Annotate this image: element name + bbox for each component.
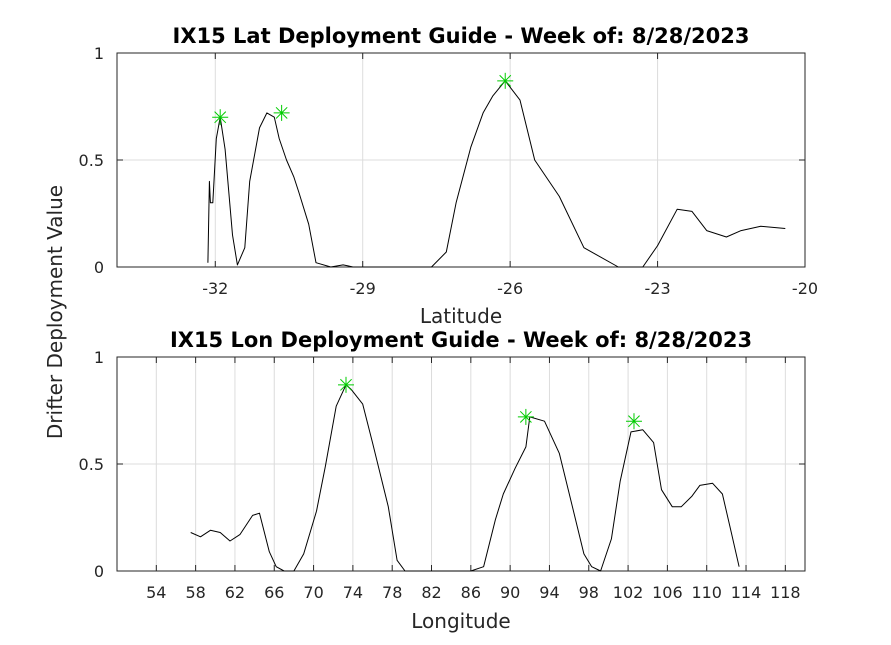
lon-subplot: IX15 Lon Deployment Guide - Week of: 8/2… (79, 328, 806, 633)
lat-chart-title: IX15 Lat Deployment Guide - Week of: 8/2… (173, 24, 750, 48)
lon-peaks (338, 376, 642, 430)
lon-x-tick-label: 90 (500, 583, 520, 602)
lat-peak-marker (497, 72, 514, 89)
lat-x-tick-label: -32 (202, 279, 228, 298)
lon-y-tick-label: 0.5 (79, 455, 104, 474)
lat-x-tick-label: -26 (497, 279, 523, 298)
lon-x-tick-label: 62 (225, 583, 245, 602)
lon-x-tick-label: 58 (185, 583, 205, 602)
lon-x-tick-label: 66 (264, 583, 284, 602)
shared-y-axis-label: Drifter Deployment Value (43, 185, 67, 439)
lon-x-tick-label: 82 (421, 583, 441, 602)
lat-peaks (212, 72, 514, 126)
lon-ticks: 54 58 62 66 70 74 78 82 86 90 94 98 102 106 110 114 118 0… (79, 348, 805, 602)
lon-x-tick-label: 102 (613, 583, 644, 602)
lon-x-tick-label: 106 (652, 583, 683, 602)
lon-x-tick-label: 114 (731, 583, 762, 602)
lat-y-tick-label: 1 (94, 44, 104, 63)
lat-x-tick-label: -29 (350, 279, 376, 298)
lon-chart-title: IX15 Lon Deployment Guide - Week of: 8/2… (170, 328, 752, 352)
lon-x-tick-label: 86 (461, 583, 481, 602)
lat-peak-marker (273, 104, 290, 121)
lon-series-line (190, 384, 740, 572)
lat-subplot: IX15 Lat Deployment Guide - Week of: 8/2… (79, 24, 819, 328)
lon-peak-marker (517, 408, 534, 425)
lat-series-line (207, 80, 786, 268)
lat-series (207, 80, 786, 268)
lon-x-tick-label: 74 (343, 583, 363, 602)
lat-x-tick-label: -23 (645, 279, 671, 298)
lon-x-tick-label: 94 (539, 583, 559, 602)
lon-y-tick-label: 1 (94, 348, 104, 367)
lon-x-tick-label: 54 (146, 583, 166, 602)
lon-peak-marker (625, 413, 642, 430)
lon-x-tick-label: 98 (579, 583, 599, 602)
lon-x-tick-label: 110 (691, 583, 722, 602)
lat-y-tick-label: 0 (94, 258, 104, 277)
lon-x-tick-label: 118 (770, 583, 801, 602)
lon-peak-marker (338, 376, 355, 393)
lon-x-axis-label: Longitude (411, 609, 510, 633)
lon-x-tick-label: 78 (382, 583, 402, 602)
lon-x-tick-label: 70 (303, 583, 323, 602)
lat-peak-marker (212, 109, 229, 126)
lat-ticks: -32 -29 -26 -23 -20 0 0.5 1 (79, 44, 819, 298)
lon-series (190, 384, 740, 572)
lon-y-tick-label: 0 (94, 562, 104, 581)
lat-y-tick-label: 0.5 (79, 151, 104, 170)
lat-x-axis-label: Latitude (420, 304, 502, 328)
lat-x-tick-label: -20 (792, 279, 818, 298)
